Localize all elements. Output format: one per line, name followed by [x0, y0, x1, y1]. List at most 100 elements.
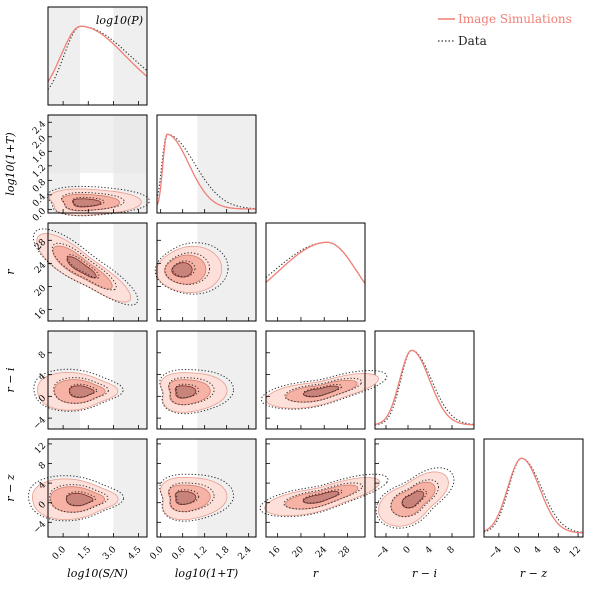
x-tick-label-t-3: 1.8 [214, 545, 231, 562]
contour-data-r-rz-level-0 [259, 473, 389, 518]
y-tick-label-t-3: 1.2 [31, 163, 48, 180]
x-tick-label-t-4: 2.4 [236, 545, 253, 562]
x-tick-label-sn-1: 1.5 [76, 545, 93, 562]
x-tick-label-ri-2: 4 [424, 545, 435, 556]
x-tick-label-sn-0: 0.0 [51, 545, 68, 562]
contour-data-sn-rz-level-1 [49, 484, 109, 513]
contour-data-sn-rz-level-2 [65, 491, 97, 506]
y-tick-label-rz-2: 4 [37, 480, 48, 491]
panel-r-vs-rz [265, 438, 366, 538]
x-tick-label-t-2: 1.2 [192, 545, 209, 562]
y-tick-label-t-0: 0.0 [31, 206, 48, 223]
density-data-r [265, 241, 366, 284]
contour-data-ri-rz-level-2 [402, 488, 427, 509]
legend-label-data: Data [458, 34, 487, 48]
contour-data-t-ri-level-0 [159, 368, 235, 415]
contour-data-t-rz-level-0 [159, 473, 235, 522]
diag-title: log10(P) [96, 14, 143, 27]
shade-band-y-t-0 [48, 115, 147, 174]
x-tick-label-rz-3: 8 [552, 545, 563, 556]
panel-r-vs-ri [265, 330, 366, 430]
contour-data-ri-rz-level-1 [390, 479, 440, 518]
y-axis-label-r: r [4, 269, 17, 275]
contour-data-sn-ri-level-1 [53, 377, 109, 404]
contour-data-sn-rz-level-0 [27, 475, 125, 522]
panel-t-vs-rz [156, 438, 257, 538]
shade-band-sn-1 [113, 331, 147, 429]
x-tick-label-sn-2: 3.0 [101, 545, 118, 562]
x-tick-label-ri-0: −4 [374, 545, 391, 562]
panel-diag-ri [374, 330, 475, 430]
panel-sn-vs-r [47, 222, 148, 322]
x-tick-label-sn-3: 4.5 [126, 545, 143, 562]
y-tick-label-t-2: 0.8 [31, 177, 48, 194]
y-tick-label-r-0: 16 [33, 306, 48, 321]
y-tick-label-ri-0: −4 [32, 415, 49, 432]
panels-layer: −4 0 4 8 12r − zlog10(P)0.00.40.81.21.62.02.… [4, 6, 584, 580]
contour-data-r-ri-level-1 [284, 377, 363, 403]
x-tick-label-r-0: 16 [267, 545, 282, 560]
contour-data-sn-t-level-1 [60, 192, 125, 211]
panel-sn-vs-rz [47, 438, 148, 538]
contour-sim-ri-rz-level-2 [401, 490, 425, 509]
panel-sn-vs-ri [47, 330, 148, 430]
shade-band-t-0 [197, 115, 256, 213]
panel-t-vs-ri [156, 330, 257, 430]
panel-t-vs-r [156, 222, 257, 322]
y-tick-label-rz-1: 0 [37, 500, 48, 511]
x-axis-label-r: r [313, 567, 319, 580]
panel-diag-rz [483, 438, 584, 538]
y-axis-label-ri: r − i [4, 368, 17, 393]
contour-data-r-ri-level-0 [260, 369, 388, 410]
panel-diag-sn [47, 6, 148, 106]
contour-data-sn-ri-level-2 [68, 383, 98, 398]
x-axis-label-t: log10(1+T) [175, 567, 238, 580]
panel-sn-vs-t [47, 114, 148, 214]
contour-sim-sn-t-level-2 [71, 198, 102, 208]
shade-band-sn-1 [113, 439, 147, 537]
x-axis-label-ri: r − i [412, 567, 437, 580]
density-data-rz [483, 457, 584, 533]
x-tick-label-rz-2: 4 [532, 545, 543, 556]
shade-band-sn-1 [113, 223, 147, 321]
y-tick-label-t-5: 2.0 [31, 134, 48, 151]
y-tick-label-ri-3: 8 [37, 350, 48, 361]
y-tick-label-ri-2: 4 [37, 372, 48, 383]
y-tick-label-t-1: 0.4 [31, 192, 48, 209]
x-tick-label-t-1: 0.6 [170, 545, 187, 562]
contour-data-sn-r-level-1 [51, 242, 117, 291]
x-tick-label-r-1: 20 [291, 545, 306, 560]
x-tick-label-ri-1: 0 [402, 545, 413, 556]
y-tick-label-rz-4: 12 [33, 441, 48, 456]
legend-label-image-simulations: Image Simulations [458, 12, 572, 26]
x-tick-label-t-0: 0.0 [148, 545, 165, 562]
density-sim-ri [374, 349, 474, 426]
contour-data-r-rz-level-2 [302, 489, 343, 504]
shade-band-sn-1 [113, 7, 147, 105]
y-tick-label-ri-1: 0 [37, 393, 48, 404]
contour-data-t-r-level-2 [172, 260, 196, 278]
contour-data-t-r-level-0 [154, 242, 229, 295]
y-tick-label-rz-0: −4 [32, 519, 49, 536]
panel-diag-r [265, 222, 366, 322]
density-sim-t [156, 133, 256, 210]
contour-data-t-ri-level-1 [168, 377, 215, 406]
x-tick-label-rz-4: 12 [568, 545, 583, 560]
y-tick-label-r-2: 24 [33, 260, 48, 275]
x-tick-label-ri-3: 8 [446, 545, 457, 556]
contour-data-r-ri-level-2 [302, 383, 343, 397]
density-data-t [156, 133, 257, 210]
density-data-ri [374, 349, 475, 426]
y-axis-label-t: log10(1+T) [4, 132, 17, 195]
contour-data-t-rz-level-1 [168, 482, 215, 513]
density-data-sn [47, 25, 148, 90]
y-tick-label-t-4: 1.6 [31, 148, 48, 165]
x-axis-label-rz: r − z [520, 567, 547, 580]
contour-data-ri-rz-level-0 [375, 467, 455, 529]
density-sim-r [265, 241, 366, 284]
contour-data-sn-t-level-2 [72, 196, 105, 207]
panel-diag-t [156, 114, 257, 214]
y-tick-label-rz-3: 8 [37, 460, 48, 471]
y-axis-label-rz: r − z [4, 474, 17, 501]
